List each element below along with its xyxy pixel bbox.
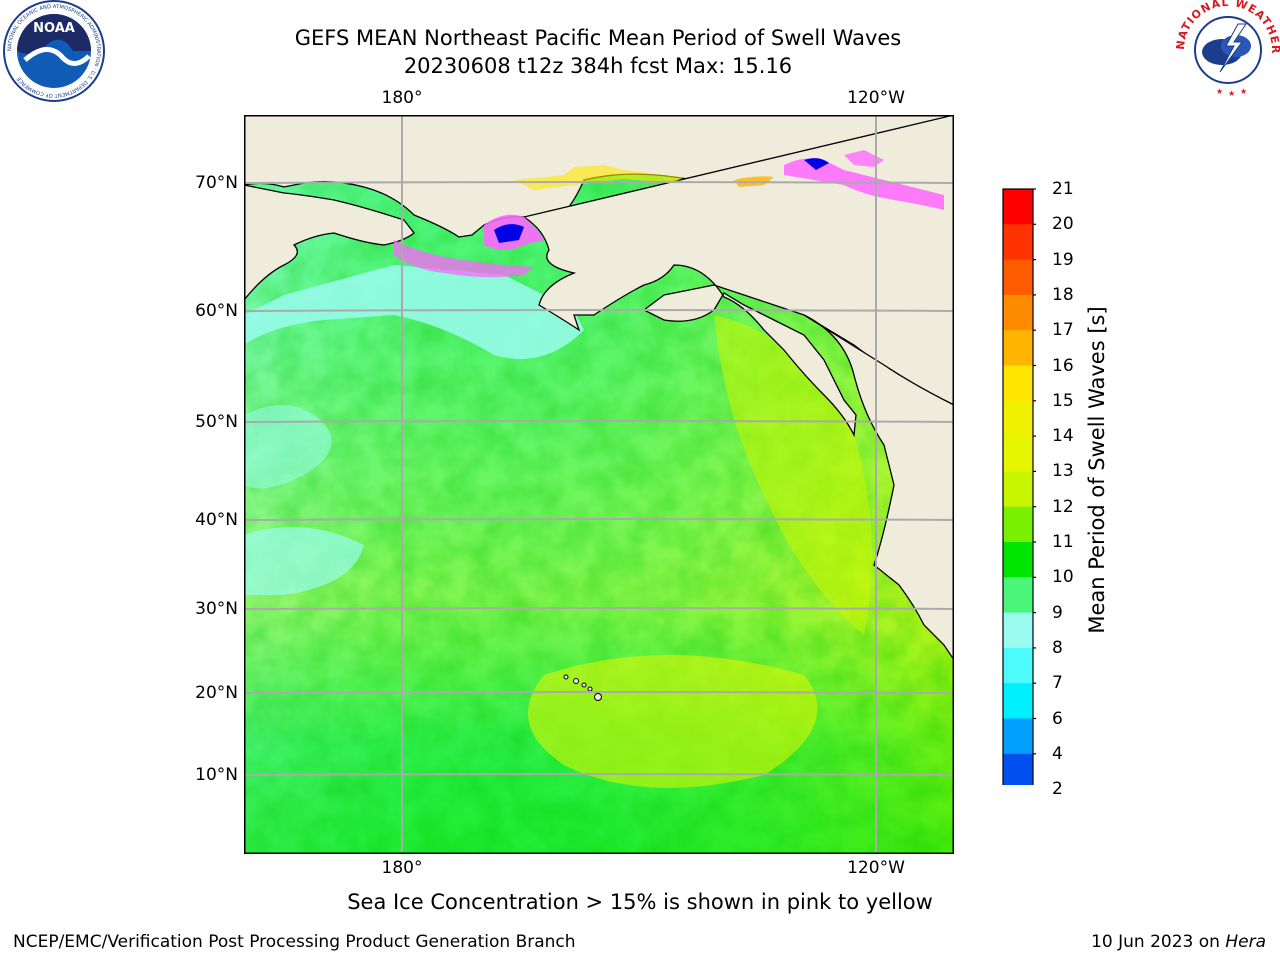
colorbar-segment	[1003, 718, 1033, 755]
lon-label-top-120w: 120°W	[847, 88, 905, 108]
nws-logo: NATIONAL WEATHER SERVICE ★ ★ ★	[1176, 0, 1280, 98]
lat-label-40n: 40°N	[195, 510, 238, 530]
colorbar-tick-label: 7	[1052, 673, 1063, 694]
colorbar	[1002, 188, 1036, 785]
noaa-logo: NATIONAL OCEANIC AND ATMOSPHERIC ADMINIS…	[3, 0, 105, 102]
colorbar-segment	[1003, 224, 1033, 261]
colorbar-tick-label: 18	[1052, 284, 1074, 305]
svg-text:★: ★	[1216, 87, 1223, 96]
svg-text:★: ★	[1240, 87, 1247, 96]
lat-label-30n: 30°N	[195, 599, 238, 619]
colorbar-tick-label: 17	[1052, 320, 1074, 341]
colorbar-tick-label: 12	[1052, 496, 1074, 517]
colorbar-segment	[1003, 330, 1033, 366]
map-frame	[244, 115, 954, 854]
colorbar-segment	[1003, 683, 1033, 719]
hawaii-islands	[563, 674, 602, 701]
colorbar-segment	[1003, 471, 1033, 508]
colorbar-tick-label: 9	[1052, 602, 1063, 623]
lon-label-bottom-120w: 120°W	[847, 858, 905, 878]
chart-subtitle: 20230608 t12z 384h fcst Max: 15.16	[403, 54, 793, 78]
graticule	[244, 115, 954, 854]
colorbar-segment	[1003, 400, 1033, 437]
colorbar-tick-label: 10	[1052, 567, 1074, 588]
colorbar-segment	[1003, 753, 1033, 785]
short-period-region	[244, 265, 584, 360]
colorbar-segment	[1003, 189, 1033, 225]
lon-label-bottom-180: 180°	[381, 858, 423, 878]
colorbar-tick-label: 21	[1052, 179, 1074, 199]
lat-label-70n: 70°N	[195, 173, 238, 193]
colorbar-tick-label: 20	[1052, 214, 1074, 235]
lat-label-50n: 50°N	[195, 412, 238, 432]
colorbar-segment	[1003, 577, 1033, 614]
lat-label-10n: 10°N	[195, 765, 238, 785]
colorbar-label: Mean Period of Swell Waves [s]	[1085, 306, 1109, 634]
colorbar-segment	[1003, 612, 1033, 649]
svg-text:★: ★	[1228, 89, 1235, 98]
chart-title: GEFS MEAN Northeast Pacific Mean Period …	[294, 26, 902, 50]
sea-ice-note: Sea Ice Concentration > 15% is shown in …	[347, 890, 933, 914]
map-panel	[244, 115, 954, 854]
colorbar-tick-label: 11	[1052, 532, 1074, 552]
colorbar-segment	[1003, 259, 1033, 296]
colorbar-tick-label: 4	[1052, 743, 1063, 764]
colorbar-frame	[1002, 188, 1034, 785]
colorbar-segment	[1003, 647, 1033, 684]
colorbar-tick-label: 13	[1052, 461, 1074, 482]
run-date: 10 Jun 2023 on Hera	[1091, 932, 1266, 952]
colorbar-segment	[1003, 365, 1033, 402]
noaa-logo-text: NOAA	[33, 21, 75, 36]
colorbar-tick-label: 15	[1052, 390, 1074, 411]
colorbar-tick-label: 16	[1052, 355, 1074, 376]
host-name: Hera	[1225, 932, 1266, 952]
colorbar-tick-label: 8	[1052, 637, 1063, 658]
lat-label-20n: 20°N	[195, 683, 238, 703]
colorbar-tick-label: 14	[1052, 426, 1074, 447]
run-date-text: 10 Jun 2023 on	[1091, 932, 1226, 952]
colorbar-segment	[1003, 506, 1033, 543]
lon-label-top-180: 180°	[381, 88, 423, 108]
branch-credit: NCEP/EMC/Verification Post Processing Pr…	[13, 932, 576, 952]
colorbar-segment	[1003, 436, 1033, 472]
colorbar-tick-label: 19	[1052, 249, 1074, 270]
colorbar-tick-label: 6	[1052, 708, 1063, 729]
colorbar-tick-label: 2	[1052, 779, 1063, 800]
colorbar-segment	[1003, 542, 1033, 578]
colorbar-segment	[1003, 294, 1033, 331]
lat-label-60n: 60°N	[195, 301, 238, 321]
